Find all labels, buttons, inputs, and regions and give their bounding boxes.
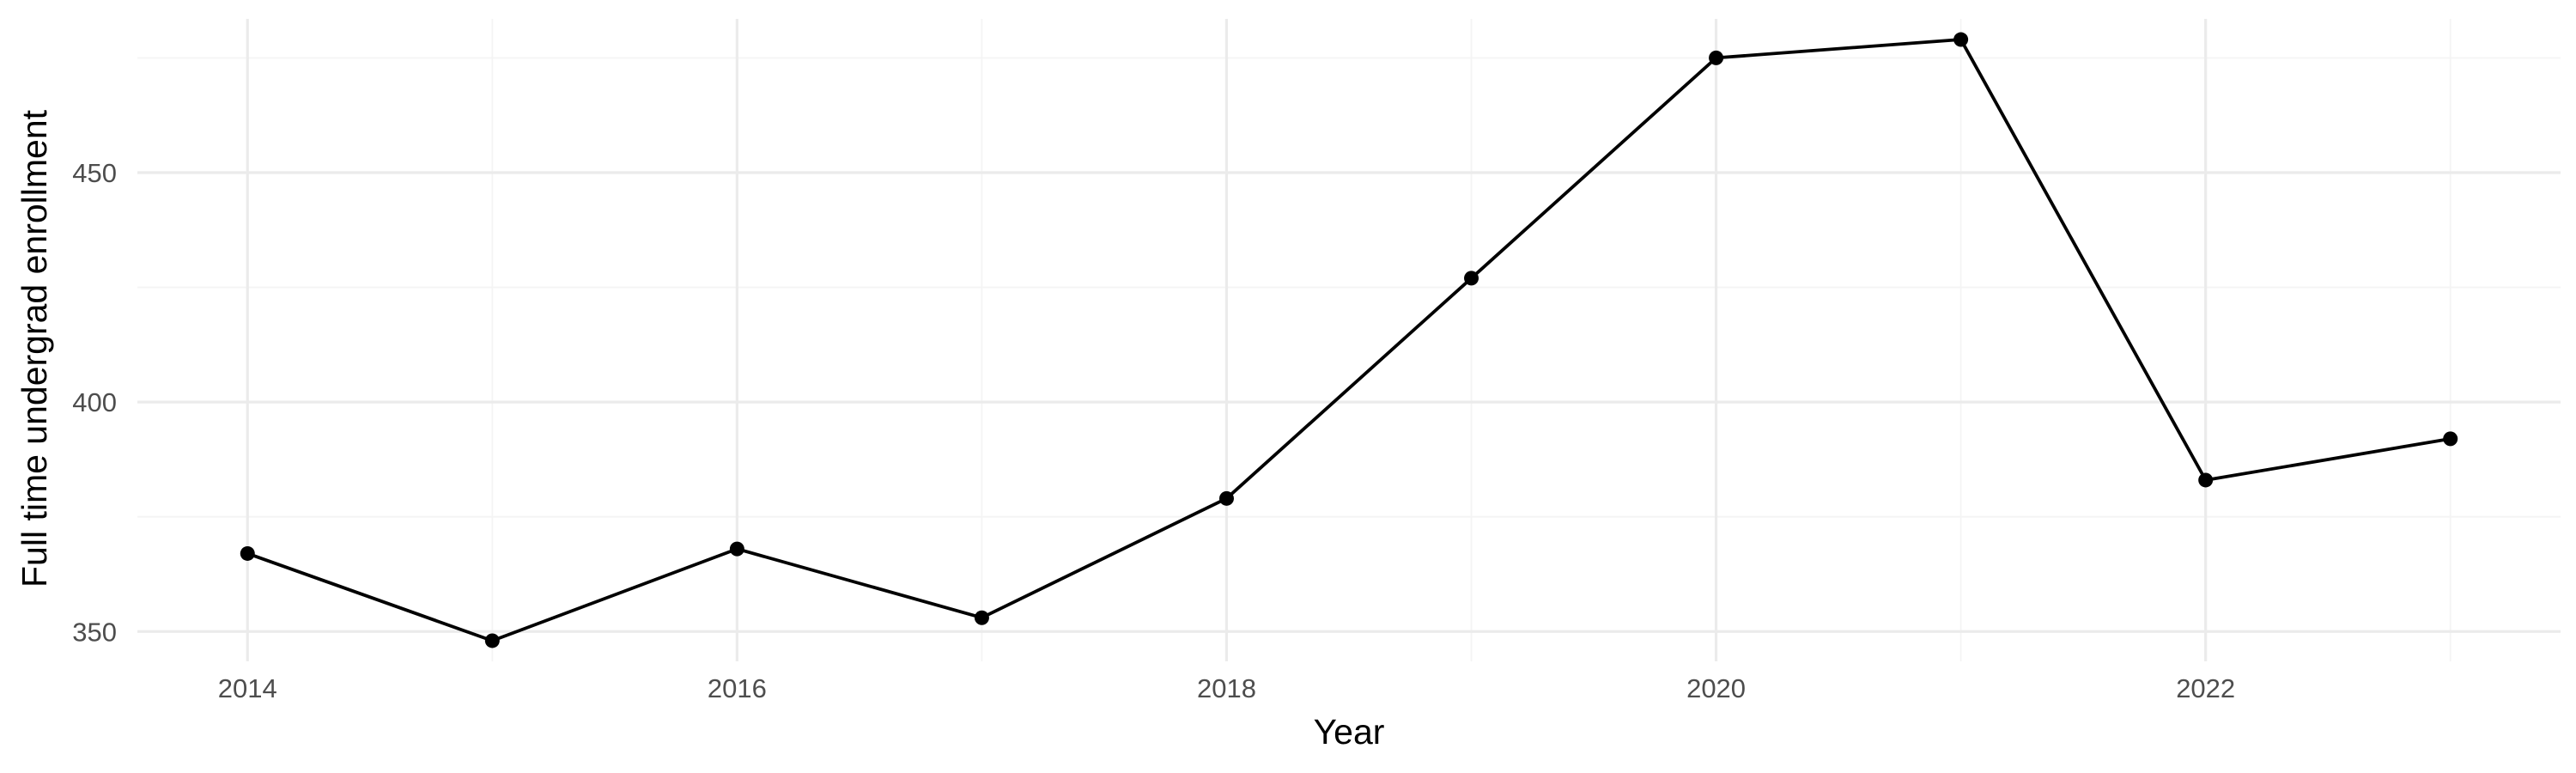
y-tick-label: 450 (72, 158, 117, 188)
major-gridlines (137, 19, 2561, 661)
x-tick-label: 2018 (1197, 673, 1256, 703)
series-layer (240, 32, 2458, 648)
y-tick-label: 350 (72, 617, 117, 647)
minor-gridlines (137, 19, 2561, 661)
x-tick-label: 2020 (1686, 673, 1746, 703)
x-tick-label: 2016 (708, 673, 767, 703)
data-point (729, 541, 744, 557)
y-axis-title: Full time undergrad enrollment (15, 109, 54, 587)
y-tick-label: 400 (72, 387, 117, 417)
data-point (1464, 271, 1479, 286)
data-point (974, 610, 989, 625)
y-axis-tick-labels: 350 400 450 (72, 158, 117, 647)
data-point (1709, 50, 1724, 65)
x-axis-title: Year (1314, 712, 1385, 752)
data-point (484, 633, 500, 648)
x-tick-label: 2022 (2176, 673, 2235, 703)
data-point (240, 545, 255, 561)
data-point (2198, 472, 2214, 488)
data-point (1953, 32, 1969, 47)
series-line (246, 38, 2451, 642)
data-point (1218, 490, 1234, 506)
x-tick-label: 2014 (218, 673, 277, 703)
x-axis-tick-labels: 2014 2016 2018 2020 2022 (218, 673, 2235, 703)
data-point (2443, 431, 2458, 447)
